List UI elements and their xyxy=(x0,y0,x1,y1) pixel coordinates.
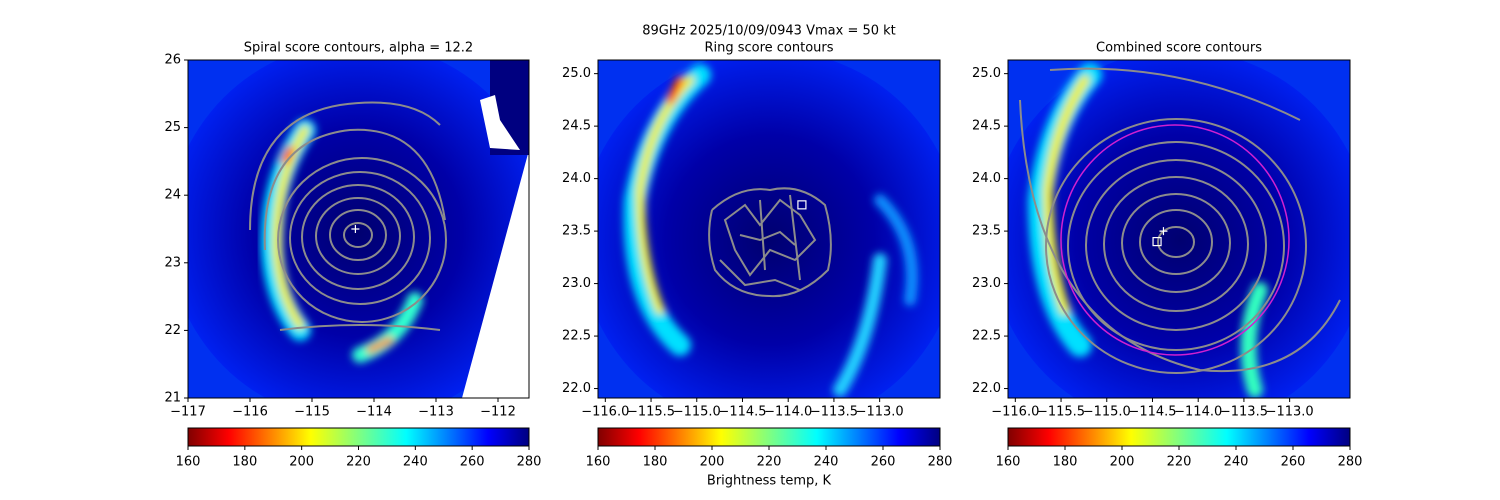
colorbar-tick-label: 160 xyxy=(996,455,1021,470)
y-tick-label: 23.0 xyxy=(972,276,1001,291)
y-tick-label: 23.5 xyxy=(972,224,1001,239)
colorbar-tick-label: 260 xyxy=(460,455,485,470)
colorbar-tick-label: 260 xyxy=(871,455,896,470)
colorbar-tick-label: 160 xyxy=(586,455,611,470)
colorbar-tick-label: 280 xyxy=(1338,455,1363,470)
y-tick-label: 23 xyxy=(164,255,181,270)
x-tick-label: −117 xyxy=(170,405,206,420)
x-tick-label: −114.0 xyxy=(1174,405,1222,420)
x-tick-label: −113.5 xyxy=(1220,405,1268,420)
y-tick-label: 24 xyxy=(164,188,181,203)
colorbar-tick-label: 160 xyxy=(176,455,201,470)
x-tick-label: −114 xyxy=(356,405,392,420)
colorbar-tick-label: 200 xyxy=(700,455,725,470)
axes-frame xyxy=(597,59,941,399)
center-marker xyxy=(351,225,360,233)
suptitle: 89GHz 2025/10/09/0943 Vmax = 50 kt xyxy=(642,24,896,39)
x-tick-label: −114.0 xyxy=(764,405,812,420)
x-tick-label: −114.5 xyxy=(718,405,766,420)
colorbar-tick-label: 180 xyxy=(1053,455,1078,470)
center-marker xyxy=(797,200,807,210)
x-tick-label: −114.5 xyxy=(1128,405,1176,420)
image-panel-1 xyxy=(188,60,529,398)
y-tick-label: 25.0 xyxy=(972,66,1001,81)
y-tick-label: 24.5 xyxy=(562,119,591,134)
colorbar xyxy=(597,427,941,447)
center-marker xyxy=(1152,236,1162,247)
panel-title: Spiral score contours, alpha = 12.2 xyxy=(244,41,473,56)
colorbar-tick-label: 220 xyxy=(346,455,371,470)
image-panel-3 xyxy=(1008,60,1350,398)
x-tick-label: −115 xyxy=(294,405,330,420)
x-tick-label: −113.0 xyxy=(1266,405,1314,420)
y-tick-label: 24.0 xyxy=(562,171,591,186)
colorbar-tick-label: 180 xyxy=(643,455,668,470)
x-tick-label: −115.0 xyxy=(1083,405,1131,420)
y-tick-label: 22.5 xyxy=(972,329,1001,344)
y-tick-label: 22.0 xyxy=(562,381,591,396)
panel-title: Ring score contours xyxy=(704,41,833,56)
colorbar xyxy=(187,427,530,447)
colorbar-tick-label: 280 xyxy=(928,455,953,470)
y-tick-label: 22 xyxy=(164,323,181,338)
x-tick-label: −113.0 xyxy=(856,405,904,420)
y-tick-label: 22.5 xyxy=(562,329,591,344)
colorbar-label: Brightness temp, K xyxy=(707,474,832,489)
y-tick-label: 24.0 xyxy=(972,171,1001,186)
x-tick-label: −113 xyxy=(418,405,454,420)
y-tick-label: 21 xyxy=(164,391,181,406)
x-tick-label: −116.0 xyxy=(581,405,629,420)
x-tick-label: −113.5 xyxy=(810,405,858,420)
x-tick-label: −116.0 xyxy=(991,405,1039,420)
y-tick-label: 24.5 xyxy=(972,119,1001,134)
colorbar-tick-label: 200 xyxy=(289,455,314,470)
panel-title: Combined score contours xyxy=(1096,41,1262,56)
image-panel-2 xyxy=(598,60,940,398)
x-tick-label: −115.5 xyxy=(1037,405,1085,420)
x-tick-label: −115.5 xyxy=(627,405,675,420)
colorbar-tick-label: 260 xyxy=(1281,455,1306,470)
y-tick-label: 22.0 xyxy=(972,381,1001,396)
x-tick-label: −116 xyxy=(232,405,268,420)
x-tick-label: −112 xyxy=(480,405,516,420)
y-tick-label: 25.0 xyxy=(562,66,591,81)
center-marker xyxy=(1159,227,1168,236)
colorbar-tick-label: 240 xyxy=(814,455,839,470)
y-tick-label: 23.5 xyxy=(562,224,591,239)
colorbar-tick-label: 240 xyxy=(403,455,428,470)
x-tick-label: −115.0 xyxy=(673,405,721,420)
axes-frame xyxy=(187,59,530,399)
colorbar-tick-label: 220 xyxy=(757,455,782,470)
y-tick-label: 25 xyxy=(164,120,181,135)
colorbar-tick-label: 280 xyxy=(517,455,542,470)
colorbar xyxy=(1007,427,1351,447)
y-tick-label: 23.0 xyxy=(562,276,591,291)
axes-frame xyxy=(1007,59,1351,399)
colorbar-tick-label: 200 xyxy=(1110,455,1135,470)
y-tick-label: 26 xyxy=(164,53,181,68)
colorbar-tick-label: 180 xyxy=(232,455,257,470)
colorbar-tick-label: 220 xyxy=(1167,455,1192,470)
colorbar-tick-label: 240 xyxy=(1224,455,1249,470)
